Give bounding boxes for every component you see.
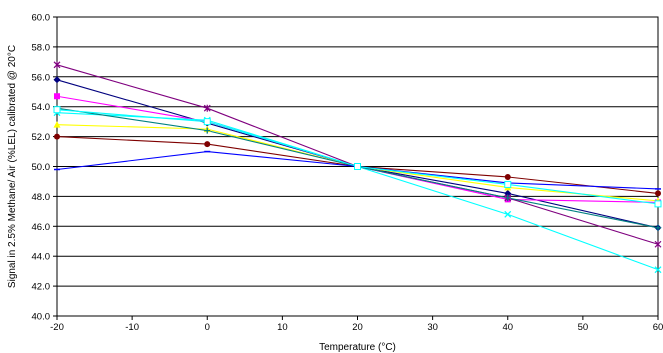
data-point xyxy=(203,104,211,112)
data-point xyxy=(204,141,211,148)
data-point xyxy=(203,118,211,126)
x-tick-label: 30 xyxy=(427,322,438,333)
y-axis-title: Signal in 2.5% Methane/ Air (%LEL) calib… xyxy=(7,45,18,288)
series-line xyxy=(56,64,659,245)
y-tick-label: 56.0 xyxy=(32,72,51,83)
y-tick-label: 48.0 xyxy=(32,192,51,203)
y-tick-label: 50.0 xyxy=(32,162,51,173)
x-axis-ticks: -20 -10 0 10 20 30 40 50 60 xyxy=(50,316,663,333)
data-point xyxy=(504,180,512,188)
y-tick-label: 58.0 xyxy=(32,42,51,53)
x-tick-label: -20 xyxy=(50,322,64,333)
data-point xyxy=(53,76,61,84)
series-line xyxy=(56,79,659,229)
data-point xyxy=(53,106,61,114)
y-tick-label: 52.0 xyxy=(32,132,51,143)
x-tick-label: 40 xyxy=(502,322,513,333)
series-line xyxy=(56,124,659,202)
series-markers xyxy=(53,61,662,274)
y-tick-label: 42.0 xyxy=(32,282,51,293)
x-tick-label: 0 xyxy=(205,322,210,333)
series-line xyxy=(56,109,659,205)
data-point xyxy=(504,210,512,218)
x-tick-label: 50 xyxy=(578,322,589,333)
y-axis-ticks: 40.0 42.0 44.0 46.0 48.0 50.0 52.0 54.0 56.0 58.0… xyxy=(32,13,57,323)
data-point xyxy=(504,189,512,197)
data-point xyxy=(504,173,511,180)
data-point xyxy=(354,163,361,170)
data-point xyxy=(655,224,661,231)
y-tick-label: 46.0 xyxy=(32,222,51,233)
y-tick-label: 44.0 xyxy=(32,252,51,263)
data-point xyxy=(654,240,662,248)
x-tick-label: 60 xyxy=(653,322,663,333)
data-point xyxy=(654,200,662,208)
y-tick-label: 40.0 xyxy=(32,312,51,323)
x-tick-label: 10 xyxy=(277,322,288,333)
data-point xyxy=(53,61,61,69)
series-line xyxy=(56,95,659,203)
data-point xyxy=(54,93,60,100)
x-tick-label: -10 xyxy=(125,322,139,333)
y-tick-label: 54.0 xyxy=(32,102,51,113)
data-point xyxy=(504,194,511,201)
x-axis-title: Temperature (°C) xyxy=(319,342,396,353)
y-tick-label: 60.0 xyxy=(32,13,51,24)
data-point xyxy=(54,133,60,140)
data-point xyxy=(655,190,661,197)
data-point xyxy=(53,121,61,128)
data-point xyxy=(654,266,662,274)
data-point xyxy=(204,127,211,134)
x-tick-label: 20 xyxy=(352,322,363,333)
